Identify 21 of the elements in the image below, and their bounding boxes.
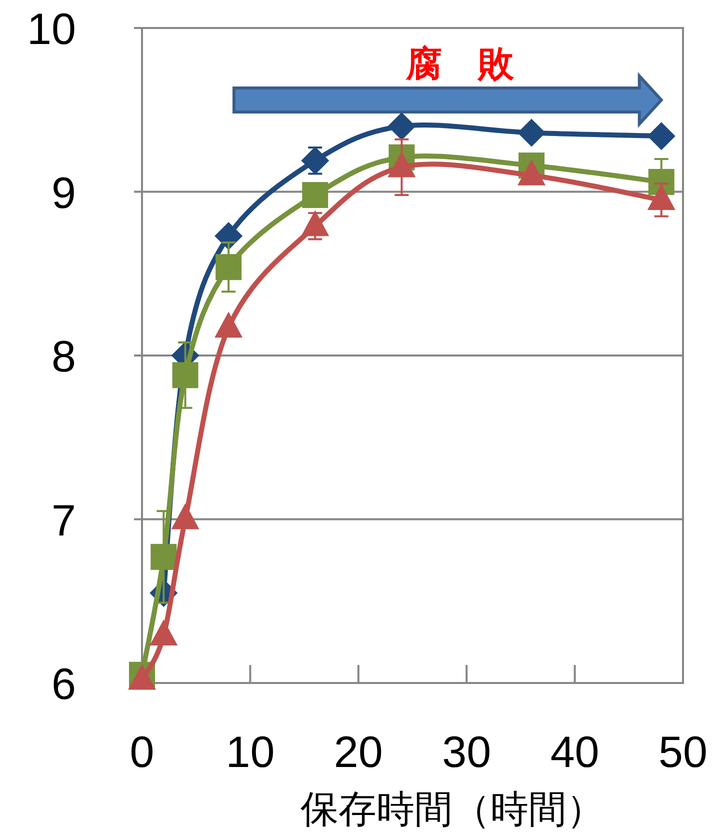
- annotation: 腐 敗: [405, 43, 515, 84]
- point: [150, 544, 177, 570]
- y-tick-label: 10: [27, 5, 76, 54]
- point: [301, 146, 330, 175]
- point: [302, 182, 328, 208]
- y-tick-label: 8: [52, 332, 76, 382]
- x-tick-label: 0: [130, 728, 154, 777]
- point: [172, 362, 198, 388]
- x-axis-title: 保存時間（時間）: [300, 789, 604, 831]
- x-tick-label: 20: [334, 728, 383, 777]
- point: [216, 254, 242, 280]
- x-tick-label: 10: [226, 728, 275, 777]
- point: [518, 118, 546, 147]
- y-tick-label: 9: [52, 168, 76, 218]
- y-tick-label: 6: [52, 660, 76, 709]
- y-tick-label: 7: [52, 496, 76, 546]
- x-tick-label: 50: [658, 728, 708, 777]
- x-tick-label: 30: [442, 728, 492, 777]
- x-tick-label: 40: [550, 728, 600, 777]
- point: [388, 112, 416, 140]
- point: [647, 122, 676, 150]
